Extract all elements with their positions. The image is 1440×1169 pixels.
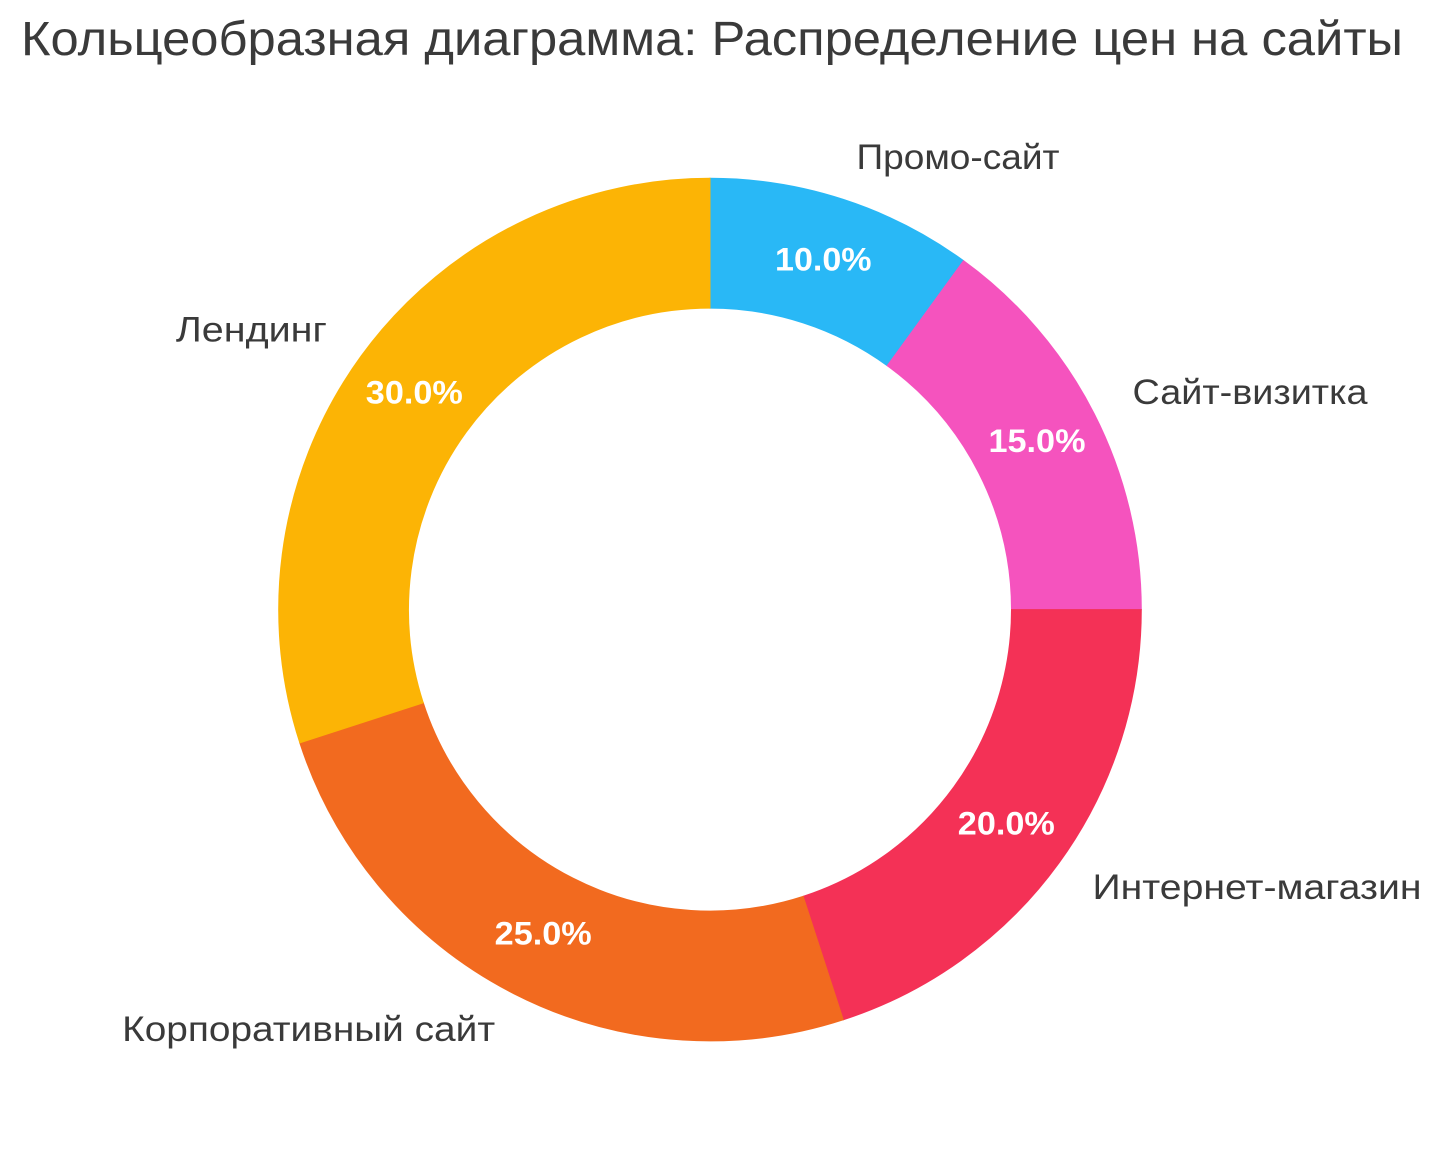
svg-text:10.0%: 10.0% bbox=[775, 242, 872, 278]
svg-text:25.0%: 25.0% bbox=[495, 916, 592, 952]
svg-text:Лендинг: Лендинг bbox=[176, 309, 327, 349]
svg-text:Промо-сайт: Промо-сайт bbox=[857, 137, 1060, 177]
svg-text:Интернет-магазин: Интернет-магазин bbox=[1093, 867, 1422, 907]
svg-text:Кольцеобразная диаграмма: Расп: Кольцеобразная диаграмма: Распределение … bbox=[21, 13, 1403, 66]
svg-text:Сайт-визитка: Сайт-визитка bbox=[1133, 372, 1368, 412]
svg-text:20.0%: 20.0% bbox=[958, 805, 1055, 841]
svg-text:Корпоративный сайт: Корпоративный сайт bbox=[122, 1009, 495, 1049]
svg-text:30.0%: 30.0% bbox=[366, 374, 463, 410]
svg-text:15.0%: 15.0% bbox=[989, 423, 1086, 459]
